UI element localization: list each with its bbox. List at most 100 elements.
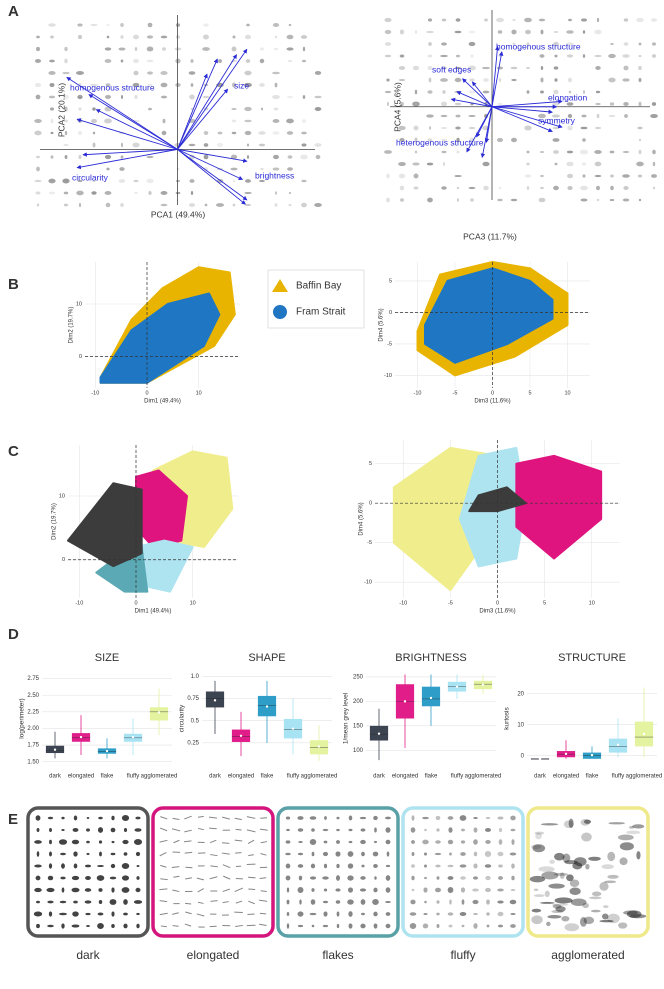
thumbnail: [622, 54, 630, 58]
thumbnail: [109, 899, 117, 905]
thumbnail: [297, 924, 304, 928]
thumbnail: [482, 161, 490, 167]
thumbnail: [359, 816, 367, 820]
y-axis-label: 1/mean grey level: [343, 692, 350, 744]
thumbnail: [497, 900, 504, 904]
thumbnail: [285, 816, 291, 820]
thumbnail: [436, 876, 440, 880]
mean: [317, 745, 321, 748]
thumbnail: [553, 150, 559, 154]
loading-arrow: [177, 58, 218, 150]
thumbnail: [48, 178, 56, 184]
thumbnail: [136, 923, 140, 929]
thumbnail: [300, 154, 308, 160]
thumbnail: [583, 819, 592, 824]
panel-letter: D: [8, 626, 19, 643]
thumbnail: [526, 42, 530, 46]
thumbnail: [581, 162, 587, 166]
thumbnail: [447, 912, 454, 916]
thumbnail: [422, 816, 429, 820]
thumbnail: [314, 143, 322, 147]
thumbnail: [286, 47, 294, 51]
thumbnail: [71, 839, 80, 845]
thumbnail: [461, 828, 465, 832]
y-tick-label: -5: [367, 540, 372, 546]
thumbnail: [221, 852, 230, 855]
thumbnail: [384, 90, 392, 94]
thumbnail: [105, 83, 111, 87]
thumbnail: [540, 186, 544, 190]
thumbnail: [549, 859, 555, 864]
x-tick-label: flake: [261, 774, 274, 780]
thumbnail: [604, 880, 617, 884]
panel-letter: A: [8, 3, 19, 20]
thumbnail: [512, 42, 516, 46]
thumbnail: [496, 66, 504, 70]
thumbnail: [524, 174, 532, 178]
arrow-label: homogenous structure: [70, 82, 155, 92]
thumbnail: [335, 900, 341, 904]
thumbnail: [244, 106, 252, 112]
thumbnail: [258, 143, 266, 147]
thumbnail: [123, 899, 128, 905]
thumbnail: [454, 102, 462, 106]
thumbnail: [568, 18, 572, 22]
thumbnail: [311, 924, 315, 928]
x-tick-label: flake: [101, 774, 114, 780]
mean: [590, 753, 594, 757]
thumbnail: [86, 840, 90, 844]
thumbnail: [626, 830, 641, 835]
legend-marker: [273, 305, 287, 319]
thumbnail: [373, 911, 378, 917]
thumbnail: [86, 924, 90, 928]
thumbnail: [384, 42, 392, 46]
loading-arrow: [177, 148, 248, 163]
thumbnail: [384, 816, 392, 820]
thumbnail: [258, 923, 267, 926]
thumbnail: [92, 179, 96, 183]
image-frame: [26, 806, 150, 938]
thumbnail: [298, 840, 303, 844]
thumbnail: [553, 89, 559, 95]
thumbnail: [120, 94, 124, 100]
thumbnail: [246, 23, 250, 27]
thumbnail: [562, 853, 571, 863]
thumbnail: [133, 58, 139, 64]
thumbnail: [486, 912, 490, 916]
x-tick-label: 0: [134, 600, 137, 606]
thumbnail: [455, 54, 461, 58]
thumbnail: [449, 852, 452, 856]
thumbnail: [323, 888, 328, 892]
thumbnail: [638, 77, 642, 83]
thumbnail: [297, 816, 304, 820]
thumbnail: [482, 90, 490, 94]
thumbnail: [454, 174, 462, 178]
thumbnail: [123, 852, 128, 856]
arrow-label: elongation: [548, 92, 588, 102]
thumbnail: [110, 827, 116, 833]
thumbnail: [567, 113, 573, 119]
y-tick-label: 0.5: [191, 718, 200, 724]
thumbnail: [104, 47, 112, 51]
thumbnail: [552, 102, 560, 106]
thumbnail: [136, 876, 140, 880]
y-tick-label: 0.75: [187, 696, 199, 702]
thumbnail: [336, 911, 340, 917]
thumbnail: [104, 154, 112, 160]
y-tick-label: 5: [389, 278, 392, 284]
thumbnail: [59, 900, 67, 904]
y-axis-label: PCA2 (20.1%): [56, 83, 66, 137]
image-frame: [526, 806, 650, 938]
thumbnail: [244, 119, 252, 123]
thumbnail: [538, 18, 546, 22]
thumbnail: [459, 815, 467, 821]
thumbnail: [441, 150, 447, 154]
thumbnail: [610, 42, 614, 46]
thumbnail: [232, 203, 236, 207]
thumbnail: [569, 887, 581, 895]
thumbnail: [189, 94, 195, 100]
y-tick-label: -10: [384, 373, 392, 379]
thumbnail: [385, 923, 391, 929]
thumbnail: [258, 131, 266, 135]
